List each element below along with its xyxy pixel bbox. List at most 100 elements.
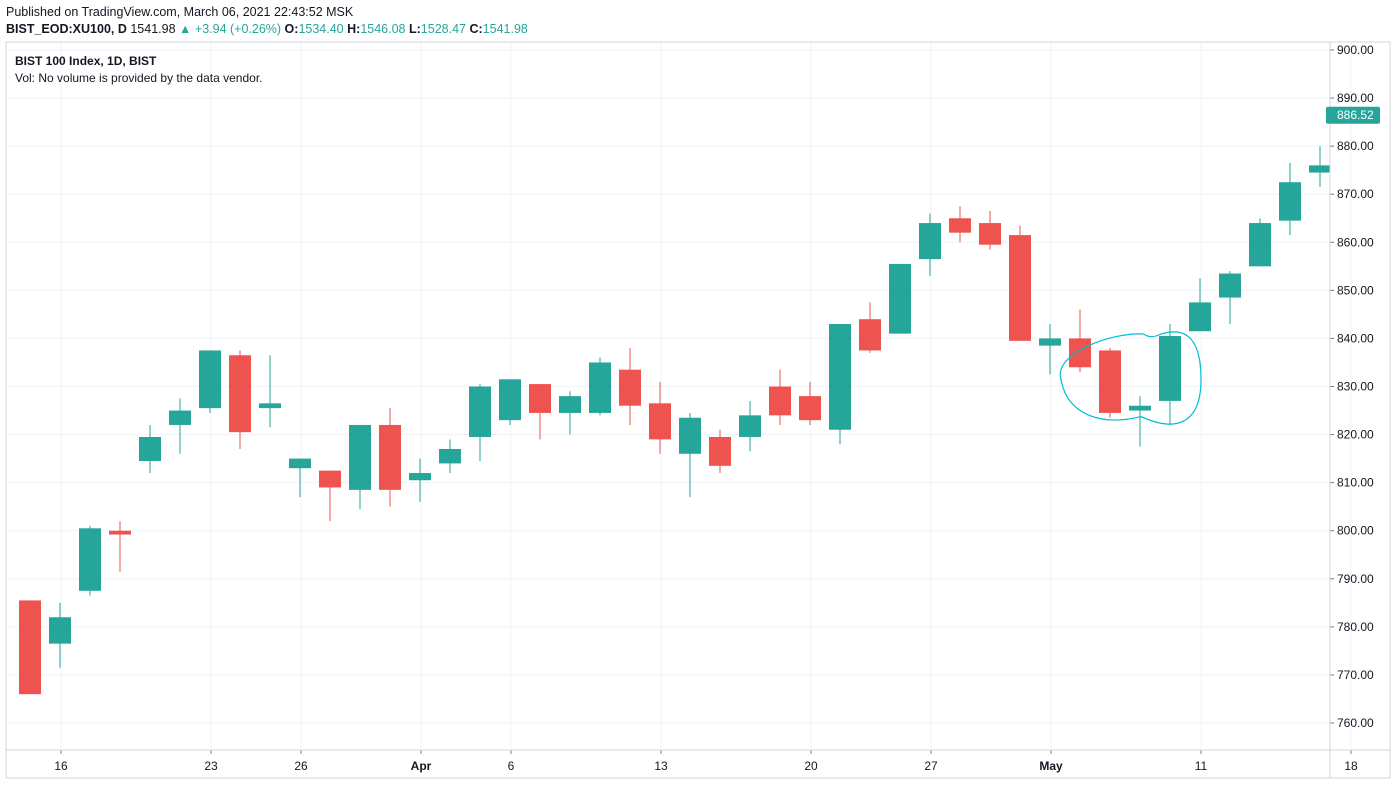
candle-body <box>469 386 491 437</box>
candle[interactable] <box>79 525 101 596</box>
candle-body <box>1279 182 1301 221</box>
candle[interactable] <box>979 211 1001 250</box>
candle[interactable] <box>1159 324 1181 425</box>
candle-body <box>559 396 581 413</box>
candle[interactable] <box>679 412 701 498</box>
candle[interactable] <box>709 429 731 474</box>
candle-body <box>529 384 551 413</box>
candle[interactable] <box>1219 271 1241 325</box>
candle[interactable] <box>289 458 311 498</box>
candle-body <box>619 369 641 406</box>
candle-body <box>679 417 701 454</box>
last-price: 1541.98 <box>130 22 176 36</box>
y-tick-label: 870.00 <box>1337 187 1374 201</box>
candle[interactable] <box>949 206 971 243</box>
candle-body <box>1249 223 1271 267</box>
candle[interactable] <box>1309 146 1331 188</box>
candles-layer <box>19 146 1331 695</box>
chart-legend: BIST 100 Index, 1D, BIST Vol: No volume … <box>15 53 262 87</box>
x-tick-label: May <box>1039 759 1063 773</box>
candle[interactable] <box>859 302 881 353</box>
candle[interactable] <box>769 369 791 425</box>
hand-drawn-circle-annotation[interactable] <box>1059 331 1202 425</box>
candle[interactable] <box>439 439 461 474</box>
candle[interactable] <box>409 458 431 502</box>
candle-body <box>139 436 161 462</box>
candle[interactable] <box>1099 348 1121 418</box>
x-tick-label: Apr <box>411 759 432 773</box>
chart-header: Published on TradingView.com, March 06, … <box>0 0 1396 42</box>
candle[interactable] <box>379 408 401 507</box>
candle[interactable] <box>559 391 581 435</box>
candle-body <box>439 448 461 464</box>
candle-body <box>349 424 371 490</box>
candle-body <box>259 403 281 409</box>
close-label: C: <box>469 22 483 36</box>
candle[interactable] <box>1039 324 1061 375</box>
y-tick-label: 760.00 <box>1337 716 1374 730</box>
candle[interactable] <box>169 398 191 454</box>
candle[interactable] <box>139 424 161 474</box>
candle-body <box>949 218 971 233</box>
x-tick-label: 16 <box>54 759 68 773</box>
candle-body <box>409 473 431 481</box>
candle-body <box>379 424 401 490</box>
candle[interactable] <box>1129 396 1151 447</box>
candle[interactable] <box>319 470 341 522</box>
y-tick-label: 770.00 <box>1337 668 1374 682</box>
candle[interactable] <box>1279 162 1301 236</box>
candle-body <box>829 324 851 430</box>
candle[interactable] <box>529 384 551 440</box>
candle-body <box>1129 405 1151 411</box>
candle[interactable] <box>649 381 671 454</box>
candle[interactable] <box>499 379 521 425</box>
candle[interactable] <box>199 350 221 413</box>
candle[interactable] <box>49 602 71 668</box>
candle[interactable] <box>589 357 611 416</box>
legend-title[interactable]: BIST 100 Index, 1D, BIST <box>15 54 157 68</box>
candle[interactable] <box>229 350 251 449</box>
candle[interactable] <box>469 384 491 462</box>
change-arrow-icon: ▲ <box>179 22 192 36</box>
x-tick-label: 18 <box>1344 759 1358 773</box>
candle[interactable] <box>739 400 761 452</box>
candle-body <box>1219 273 1241 298</box>
candle[interactable] <box>829 324 851 445</box>
published-caption: Published on TradingView.com, March 06, … <box>6 5 354 19</box>
candle[interactable] <box>1069 309 1091 373</box>
candle[interactable] <box>1189 278 1211 332</box>
candle[interactable] <box>259 355 281 428</box>
candle[interactable] <box>19 600 41 695</box>
candle-body <box>19 600 41 695</box>
x-tick-label: 11 <box>1195 759 1208 773</box>
symbol-name[interactable]: BIST_EOD:XU100, D <box>6 22 127 36</box>
candle[interactable] <box>919 213 941 276</box>
y-tick-label: 800.00 <box>1337 524 1374 538</box>
x-tick-label: 26 <box>294 759 308 773</box>
candle-body <box>1099 350 1121 413</box>
candle[interactable] <box>619 348 641 425</box>
candle[interactable] <box>1009 225 1031 341</box>
candle[interactable] <box>889 263 911 334</box>
candle-body <box>919 223 941 260</box>
candle[interactable] <box>109 521 131 572</box>
low-value: 1528.47 <box>420 22 466 36</box>
candle-body <box>1159 336 1181 401</box>
candle-body <box>889 263 911 334</box>
y-tick-label: 790.00 <box>1337 572 1374 586</box>
y-tick-label: 810.00 <box>1337 476 1374 490</box>
candle-body <box>739 415 761 437</box>
y-tick-label: 850.00 <box>1337 283 1374 297</box>
chart-frame <box>5 41 1391 779</box>
annotation-layer <box>1059 331 1202 425</box>
candle-body <box>1189 302 1211 332</box>
candle-body <box>769 386 791 416</box>
candle[interactable] <box>349 424 371 510</box>
high-value: 1546.08 <box>360 22 406 36</box>
candle[interactable] <box>1249 218 1271 267</box>
y-tick-label: 900.00 <box>1337 43 1374 57</box>
candle-body <box>229 355 251 433</box>
volume-note: Vol: No volume is provided by the data v… <box>15 71 263 85</box>
candle[interactable] <box>799 381 821 425</box>
